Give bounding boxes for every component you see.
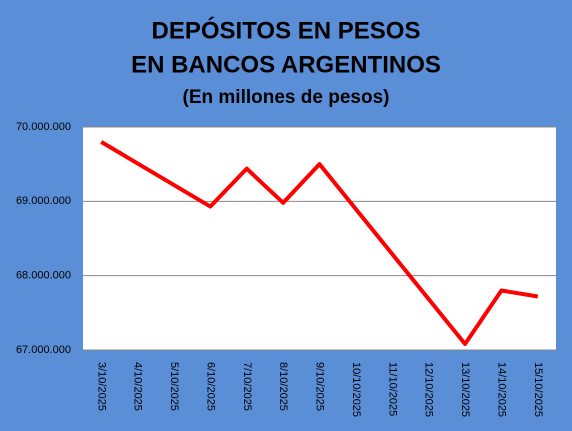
x-tick-label: 12/10/2025: [423, 362, 435, 417]
x-tick-label: 3/10/2025: [95, 362, 107, 411]
x-tick-label: 14/10/2025: [496, 362, 508, 417]
chart-title: EN BANCOS ARGENTINOS: [131, 51, 441, 78]
x-tick-label: 13/10/2025: [459, 362, 471, 417]
chart-subtitle: (En millones de pesos): [183, 87, 390, 108]
y-tick-label: 67.000.000: [16, 344, 71, 356]
x-tick-label: 7/10/2025: [241, 362, 253, 411]
x-tick-label: 8/10/2025: [277, 362, 289, 411]
x-tick-label: 10/10/2025: [350, 362, 362, 417]
y-tick-label: 69.000.000: [16, 195, 71, 207]
x-tick-label: 15/10/2025: [532, 362, 544, 417]
x-tick-label: 11/10/2025: [386, 362, 398, 416]
y-tick-label: 70.000.000: [16, 121, 71, 133]
data-line: [100, 140, 539, 347]
x-tick-label: 4/10/2025: [132, 362, 144, 411]
x-tick-label: 9/10/2025: [314, 362, 326, 411]
x-tick-label: 6/10/2025: [204, 362, 216, 411]
chart-title: DEPÓSITOS EN PESOS: [152, 16, 421, 44]
y-tick-label: 68.000.000: [16, 270, 71, 282]
x-tick-label: 5/10/2025: [168, 362, 180, 411]
